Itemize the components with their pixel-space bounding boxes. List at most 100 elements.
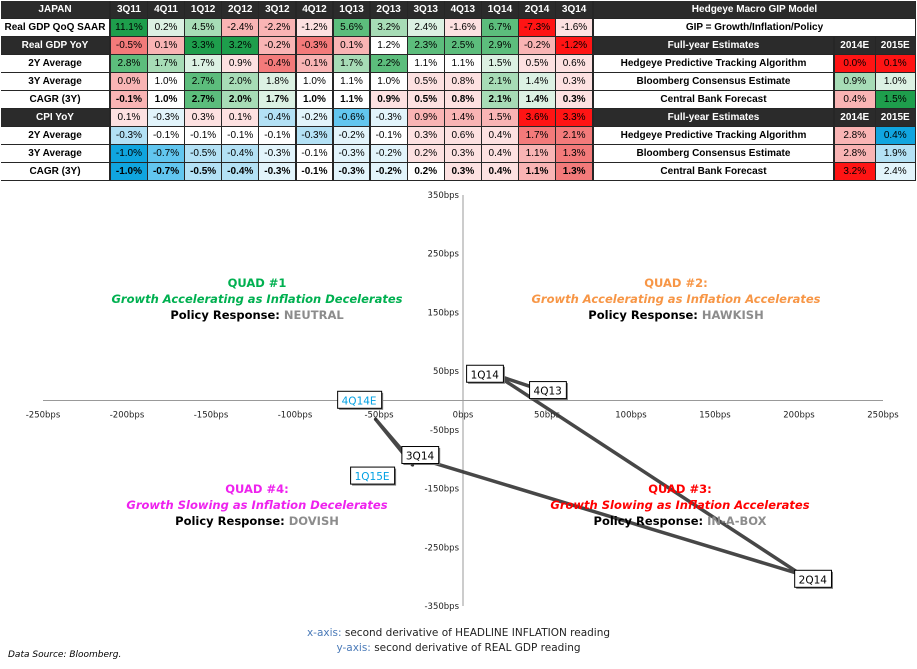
x-axis-key: x-axis: (306, 627, 342, 639)
point-label-box (337, 390, 383, 409)
data-cell: 0.8% (444, 73, 481, 90)
data-cell: -0.3% (296, 37, 333, 54)
data-cell: -0.5% (185, 163, 222, 180)
quad-3-label: QUAD #3: Growth Slowing as Inflation Acc… (470, 481, 890, 529)
quad-policy: Policy Response: HAWKISH (466, 307, 886, 323)
column-header: 2Q13 (370, 1, 407, 18)
data-cell: -0.4% (259, 55, 296, 72)
data-cell: -0.2% (519, 37, 555, 54)
quad-subtitle: Growth Slowing as Inflation Decelerates (126, 498, 388, 512)
quad-policy: Policy Response: DOVISH (47, 513, 467, 529)
data-cell: 2.0% (222, 91, 259, 108)
data-source: Data Source: Bloomberg. (8, 650, 122, 660)
data-cell: 1.1% (407, 55, 444, 72)
data-cell: 2.2% (370, 55, 407, 72)
data-cell: 0.8% (444, 91, 481, 108)
data-cell: -0.3% (333, 163, 370, 180)
estimate-value: 2.8% (835, 145, 875, 162)
row-label: CAGR (3Y) (1, 91, 109, 108)
row-label: CAGR (3Y) (1, 163, 109, 180)
data-cell: 2.8% (111, 55, 147, 72)
quad-policy: Policy Response: NEUTRAL (47, 307, 467, 323)
data-cell: -7.3% (519, 19, 555, 36)
year-header: 2014E (835, 109, 875, 126)
column-header: 4Q13 (444, 1, 481, 18)
column-header: 1Q14 (482, 1, 518, 18)
x-axis-label: second derivative of HEADLINE INFLATION … (344, 627, 611, 639)
data-cell: 2.0% (222, 73, 259, 90)
data-cell: -0.3% (259, 145, 296, 162)
y-axis-key: y-axis: (336, 642, 371, 654)
policy-value: NEUTRAL (283, 308, 344, 322)
data-cell: 0.3% (556, 73, 593, 90)
point-label: 1Q14 (471, 369, 500, 381)
data-cell: 1.7% (259, 91, 296, 108)
data-cell: 1.1% (519, 163, 555, 180)
policy-value: IN-A-BOX (707, 514, 767, 528)
data-cell: -0.5% (111, 37, 147, 54)
point-label: 1Q15E (355, 471, 390, 483)
data-cell: -0.7% (148, 163, 184, 180)
estimates-header: Full-year Estimates (594, 37, 833, 54)
year-header: 2015E (875, 109, 915, 126)
data-cell: 1.1% (519, 145, 555, 162)
point-label-box (350, 466, 396, 485)
data-cell: -0.1% (259, 127, 296, 144)
column-header: 3Q12 (259, 1, 296, 18)
data-cell: 2.7% (185, 73, 222, 90)
estimate-value: 3.2% (835, 163, 875, 180)
column-header: 4Q11 (148, 1, 184, 18)
estimate-value: 1.5% (875, 91, 915, 108)
data-cell: -0.3% (296, 127, 333, 144)
data-cell: 1.3% (556, 163, 593, 180)
data-cell: 2.7% (185, 91, 222, 108)
data-cell: -1.0% (111, 163, 147, 180)
estimate-value: 0.0% (835, 55, 875, 72)
x-tick-label: -250bps (26, 411, 61, 421)
y-axis-caption: y-axis: second derivative of REAL GDP re… (0, 642, 917, 654)
data-cell: 0.1% (222, 109, 259, 126)
quad-subtitle: Growth Accelerating as Inflation Deceler… (111, 292, 403, 306)
data-cell: -0.6% (333, 109, 370, 126)
data-cell: 0.9% (222, 55, 259, 72)
data-cell: 0.3% (444, 163, 481, 180)
policy-label: Policy Response: (175, 514, 285, 528)
year-header: 2014E (835, 37, 875, 54)
data-cell: -0.1% (185, 127, 222, 144)
data-cell: 3.6% (519, 109, 555, 126)
data-cell: -0.5% (185, 145, 222, 162)
x-tick-label: 250bps (867, 411, 899, 421)
data-cell: -2.2% (259, 19, 296, 36)
estimate-value: 2.8% (835, 127, 875, 144)
quad-title: QUAD #3: (648, 482, 712, 496)
x-axis-caption: x-axis: second derivative of HEADLINE IN… (0, 627, 917, 639)
column-header: 2Q12 (222, 1, 259, 18)
point-label-box (794, 569, 832, 588)
data-cell: 0.5% (407, 73, 444, 90)
data-cell: -0.1% (148, 127, 184, 144)
policy-value: HAWKISH (701, 308, 764, 322)
point-label: 4Q13 (534, 386, 562, 398)
estimate-value: 1.9% (875, 145, 915, 162)
row-label: Real GDP QoQ SAAR (1, 19, 109, 36)
data-cell: -0.3% (259, 163, 296, 180)
data-cell: 0.2% (407, 163, 444, 180)
data-cell: -2.4% (222, 19, 259, 36)
data-cell: 1.4% (519, 91, 555, 108)
data-cell: 1.1% (444, 55, 481, 72)
y-tick-label: 50bps (433, 367, 460, 377)
data-point (374, 417, 378, 421)
data-cell: 2.4% (407, 19, 444, 36)
data-cell: 0.3% (556, 91, 593, 108)
quad-subtitle: Growth Accelerating as Inflation Acceler… (531, 292, 821, 306)
data-cell: 0.5% (519, 55, 555, 72)
column-header: 1Q13 (333, 1, 370, 18)
quad-title: QUAD #4: (225, 482, 289, 496)
data-cell: -0.3% (370, 109, 407, 126)
data-cell: 0.3% (444, 145, 481, 162)
data-cell: 1.1% (333, 91, 370, 108)
estimate-label: Bloomberg Consensus Estimate (594, 145, 833, 162)
data-cell: 0.3% (185, 109, 222, 126)
data-cell: 4.5% (185, 19, 222, 36)
data-cell: 1.1% (333, 73, 370, 90)
